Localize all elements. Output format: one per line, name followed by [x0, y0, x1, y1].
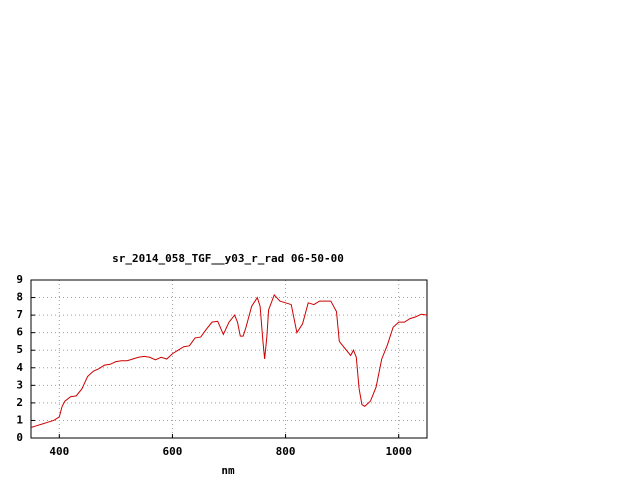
y-tick-label: 3 [16, 378, 23, 391]
x-tick-label: 600 [162, 445, 182, 458]
y-tick-label: 8 [16, 291, 23, 304]
data-line [30, 293, 428, 428]
plot-border [30, 279, 428, 439]
y-tick-label: 9 [16, 273, 23, 286]
x-tick-label: 400 [49, 445, 69, 458]
y-tick-label: 0 [16, 431, 23, 444]
y-tick-label: 7 [16, 308, 23, 321]
x-tick-label: 1000 [385, 445, 412, 458]
y-tick-label: 4 [16, 361, 23, 374]
x-tick-label: 800 [276, 445, 296, 458]
y-tick-label: 6 [16, 326, 23, 339]
y-tick-label: 2 [16, 396, 23, 409]
x-axis-label: nm [221, 464, 235, 477]
y-tick-label: 1 [16, 413, 23, 426]
y-tick-label: 5 [16, 343, 23, 356]
chart-title: sr_2014_058_TGF__y03_r_rad 06-50-00 [112, 252, 344, 265]
